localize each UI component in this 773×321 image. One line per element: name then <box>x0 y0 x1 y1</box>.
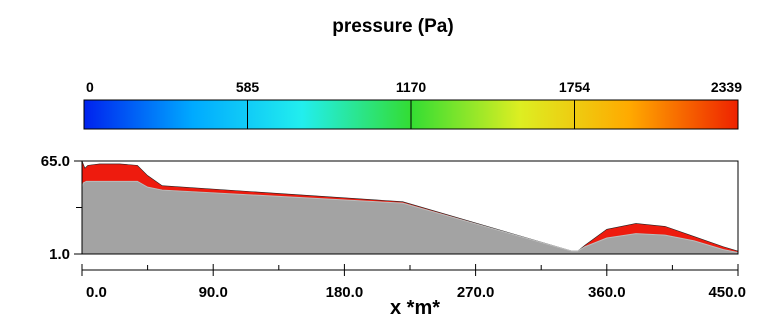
x-tick-label: 450.0 <box>708 284 746 301</box>
colorbar: 0 585 1170 1754 2339 <box>83 79 742 130</box>
chart-title: pressure (Pa) <box>332 16 453 37</box>
x-tick-label: 180.0 <box>326 284 364 301</box>
x-tick-label: 0.0 <box>86 284 107 301</box>
bed-area <box>81 180 739 255</box>
x-tick-label: 360.0 <box>588 284 626 301</box>
x-tick-label: 90.0 <box>199 284 228 301</box>
x-axis: 0.0 90.0 180.0 270.0 360.0 450.0 <box>81 264 746 301</box>
colorbar-tick-label: 1170 <box>396 79 427 95</box>
colorbar-tick-label: 1754 <box>559 79 590 95</box>
x-axis-label: x *m* <box>390 297 440 319</box>
y-axis: 65.0 1.0 <box>41 153 83 263</box>
plot-area <box>81 160 739 255</box>
y-tick-label: 1.0 <box>49 246 70 263</box>
colorbar-tick-label: 0 <box>86 79 94 95</box>
colorbar-tick-label: 585 <box>236 79 260 95</box>
x-tick-label: 270.0 <box>457 284 495 301</box>
colorbar-tick-label: 2339 <box>711 79 742 95</box>
y-tick-label: 65.0 <box>41 153 70 170</box>
